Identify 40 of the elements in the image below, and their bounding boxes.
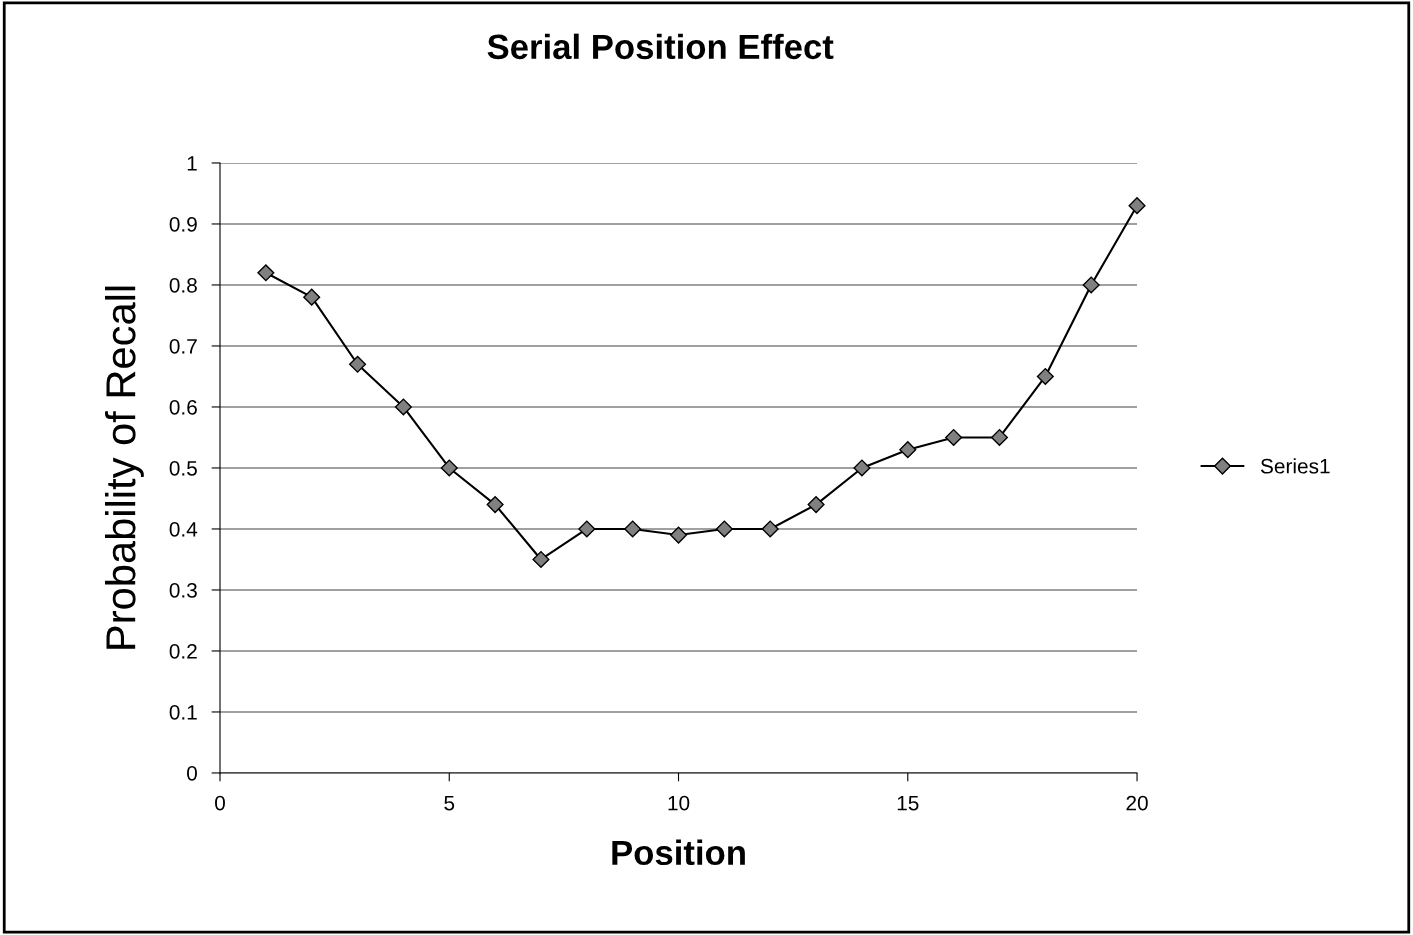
point xyxy=(349,355,367,373)
point xyxy=(532,550,550,569)
point xyxy=(440,459,458,477)
point xyxy=(1128,197,1146,215)
point xyxy=(303,288,321,306)
point xyxy=(1036,367,1054,386)
point xyxy=(990,428,1009,447)
point xyxy=(853,459,871,477)
y-tick-label: 0.8 xyxy=(169,277,197,293)
point xyxy=(624,520,642,538)
point xyxy=(578,520,596,538)
legend-label: Series1 xyxy=(1260,458,1330,474)
y-axis-title: Probability of Recall xyxy=(104,286,144,649)
point xyxy=(257,264,275,282)
x-tick-label: 20 xyxy=(1126,795,1148,811)
y-tick-label: 0.5 xyxy=(169,460,197,476)
y-tick-label: 1 xyxy=(187,156,197,171)
y-tick-label: 0.9 xyxy=(169,216,197,232)
point xyxy=(669,526,688,544)
point xyxy=(761,520,779,538)
point xyxy=(715,520,733,538)
chart-title: Serial Position Effect xyxy=(487,33,834,60)
x-tick-label: 15 xyxy=(897,795,919,811)
point xyxy=(899,441,917,459)
y-tick-label: 0.2 xyxy=(169,643,197,659)
point xyxy=(1082,276,1100,294)
x-axis-title: Position xyxy=(612,839,745,866)
point xyxy=(394,398,412,416)
y-tick-label: 0 xyxy=(187,765,197,781)
point xyxy=(807,496,825,514)
y-tick-label: 0.4 xyxy=(169,521,198,537)
y-tick-label: 0.3 xyxy=(169,582,197,598)
y-tick-label: 0.7 xyxy=(169,338,197,354)
x-tick-label: 0 xyxy=(215,795,225,811)
point xyxy=(945,428,963,447)
y-tick-label: 0.1 xyxy=(169,704,197,720)
x-tick-label: 10 xyxy=(668,795,690,811)
point xyxy=(486,496,504,514)
y-tick-label: 0.6 xyxy=(169,399,197,415)
x-tick-label: 5 xyxy=(444,795,455,811)
